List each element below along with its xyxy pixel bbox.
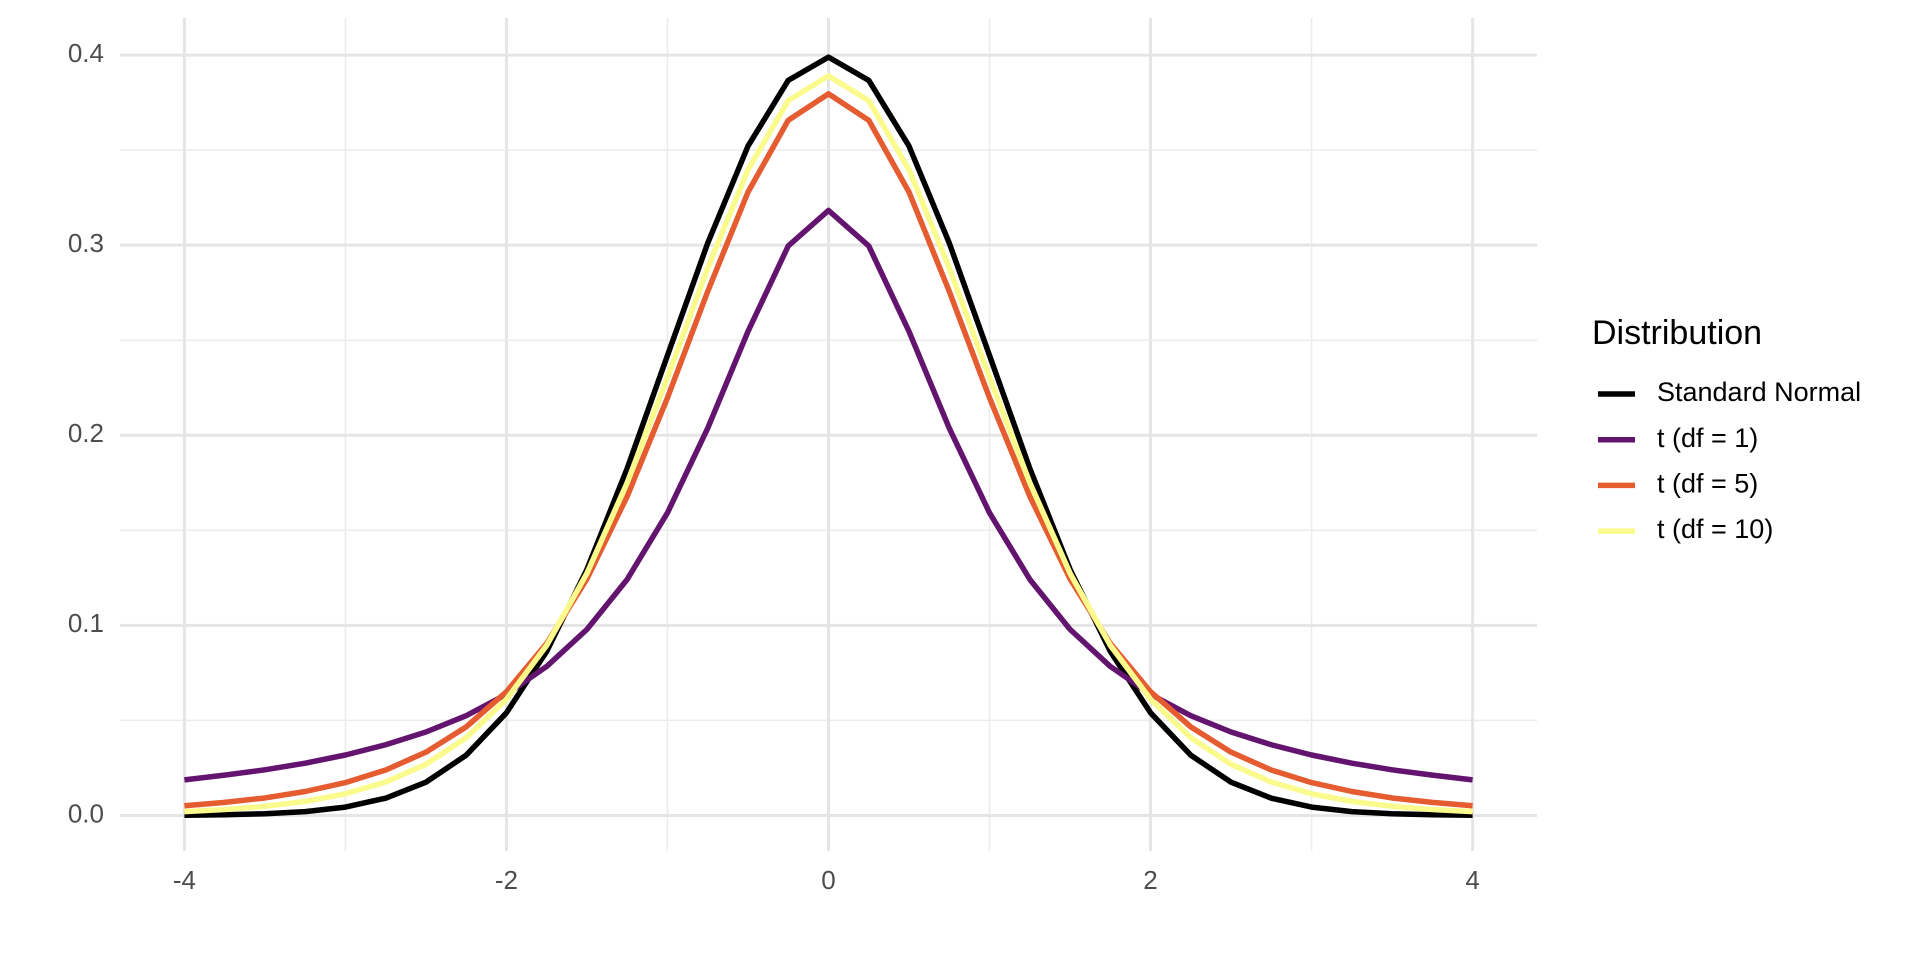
y-tick-label: 0.1 (68, 608, 104, 638)
axes: -4 -2 0 2 4 0.0 0.1 0.2 0.3 0.4 (68, 38, 1480, 895)
legend-label: Standard Normal (1657, 377, 1861, 407)
series-line (184, 91, 1473, 809)
y-tick-label: 0.2 (68, 418, 104, 448)
legend-title: Distribution (1592, 314, 1762, 352)
legend-label: t (df = 10) (1657, 514, 1773, 544)
series-line (184, 54, 1473, 819)
x-tick-label: -4 (173, 865, 196, 895)
legend-label: t (df = 1) (1657, 423, 1758, 453)
y-tick-label: 0.4 (68, 38, 104, 68)
x-tick-label: 4 (1465, 865, 1479, 895)
y-tick-label: 0.0 (68, 798, 104, 828)
legend: Distribution Standard Normal t (df = 1) t … (1592, 314, 1861, 544)
series-line (184, 207, 1473, 783)
grid (120, 18, 1537, 851)
x-tick-label: -2 (495, 865, 518, 895)
y-tick-label: 0.3 (68, 228, 104, 258)
legend-label: t (df = 5) (1657, 469, 1758, 499)
series-line (184, 73, 1473, 815)
plot-lines (184, 54, 1473, 819)
x-tick-label: 2 (1143, 865, 1157, 895)
x-tick-label: 0 (821, 865, 835, 895)
